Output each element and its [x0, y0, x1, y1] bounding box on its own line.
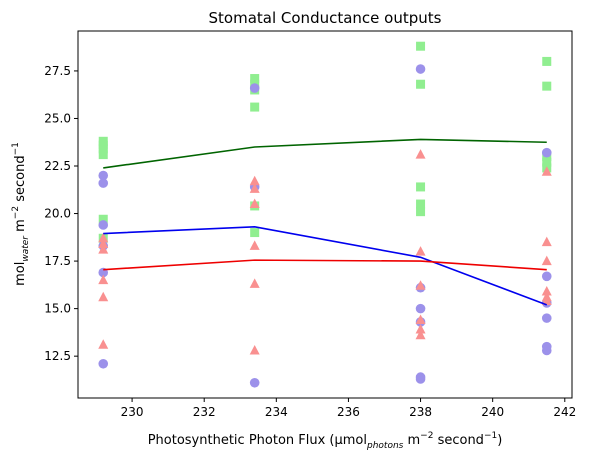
triangle-marker: [249, 240, 260, 250]
triangle-marker: [249, 198, 260, 209]
circle-marker: [98, 220, 109, 230]
triangle-marker: [249, 183, 260, 193]
y-axis: 12.5 15.0 17.5 20.0 22.5 25.0 27.5: [44, 64, 78, 363]
triangle-marker: [98, 274, 109, 285]
x-axis-label-text: Photosynthetic Photon Flux (µmol: [148, 433, 367, 448]
x-axis-label-superscript: −2: [420, 431, 433, 441]
square-marker: [416, 199, 426, 209]
x-tick-label: 236: [337, 405, 360, 419]
y-tick-label: 17.5: [44, 254, 71, 268]
square-marker: [416, 41, 426, 51]
x-axis-label-superscript: −1: [484, 431, 497, 441]
x-tick-label: 234: [265, 405, 288, 419]
square-marker: [250, 102, 260, 112]
circle-marker: [98, 358, 109, 369]
triangle-marker: [415, 329, 426, 340]
x-axis: 230 232 234 236 238 240 242: [121, 398, 576, 419]
square-marker: [250, 228, 260, 238]
x-axis-label-subscript: photons: [366, 441, 404, 451]
circle-marker: [249, 83, 260, 93]
triangle-marker: [415, 280, 426, 290]
x-tick-label: 240: [481, 405, 504, 419]
plot-frame: [77, 30, 573, 399]
triangle-marker: [415, 246, 426, 256]
square-marker: [416, 79, 426, 89]
y-axis-label-text: mol: [13, 262, 28, 286]
circle-marker: [98, 170, 109, 181]
triangle-marker: [98, 244, 109, 254]
y-tick-label: 22.5: [44, 159, 71, 173]
square-marker: [416, 182, 426, 192]
y-axis-label-superscript: −1: [11, 142, 21, 155]
chart-title: Stomatal Conductance outputs: [209, 9, 442, 27]
y-axis-label-text: m: [13, 219, 28, 236]
triangle-marker: [249, 175, 260, 186]
y-tick-label: 25.0: [44, 111, 71, 125]
triangle-marker: [98, 339, 109, 349]
circle-marker: [415, 374, 426, 384]
circle-marker: [541, 345, 552, 356]
y-tick-label: 12.5: [44, 349, 71, 363]
y-axis-label: molwater m−2 second−1: [11, 142, 31, 286]
x-tick-label: 232: [193, 405, 216, 419]
triangle-marker: [541, 236, 552, 247]
plot-area: [98, 41, 552, 388]
circle-marker: [415, 303, 426, 314]
triangle-marker: [415, 324, 426, 334]
circle-marker: [541, 147, 552, 158]
x-tick-label: 230: [121, 405, 144, 419]
square-marker: [416, 207, 426, 217]
x-axis-label-text: second: [433, 433, 484, 448]
triangle-marker: [541, 255, 552, 266]
triangle-marker: [541, 295, 552, 306]
circle-marker: [249, 377, 260, 388]
x-axis-label-text: ): [497, 433, 502, 448]
triangle-marker: [415, 314, 426, 325]
circle-marker: [415, 64, 426, 74]
square-marker: [98, 214, 108, 224]
x-axis-label-text: m: [403, 433, 420, 448]
triangle-marker: [98, 291, 109, 302]
square-marker: [542, 157, 552, 167]
y-tick-label: 27.5: [44, 64, 71, 78]
triangle-marker: [415, 149, 426, 159]
triangle-marker: [541, 166, 552, 176]
y-axis-label-superscript: −2: [11, 206, 21, 219]
square-marker: [98, 136, 108, 146]
x-tick-label: 238: [409, 405, 432, 419]
y-axis-label-subscript: water: [21, 235, 31, 262]
y-tick-label: 15.0: [44, 302, 71, 316]
y-axis-label-text: second: [13, 155, 28, 206]
x-tick-label: 242: [553, 405, 576, 419]
square-marker: [98, 150, 108, 160]
triangle-marker: [541, 286, 552, 296]
y-tick-label: 20.0: [44, 207, 71, 221]
square-marker: [542, 81, 552, 91]
series-line: [103, 138, 547, 169]
circle-marker: [541, 313, 552, 323]
circle-marker: [541, 271, 552, 282]
triangle-marker: [98, 232, 109, 243]
square-marker: [250, 74, 260, 84]
triangle-marker: [249, 278, 260, 288]
series-line: [103, 259, 547, 271]
triangle-marker: [249, 344, 260, 355]
circle-marker: [98, 178, 109, 188]
series-line: [103, 226, 548, 306]
triangle-marker: [98, 238, 109, 248]
x-axis-label: Photosynthetic Photon Flux (µmolphotons …: [148, 431, 503, 451]
square-marker: [542, 56, 552, 66]
